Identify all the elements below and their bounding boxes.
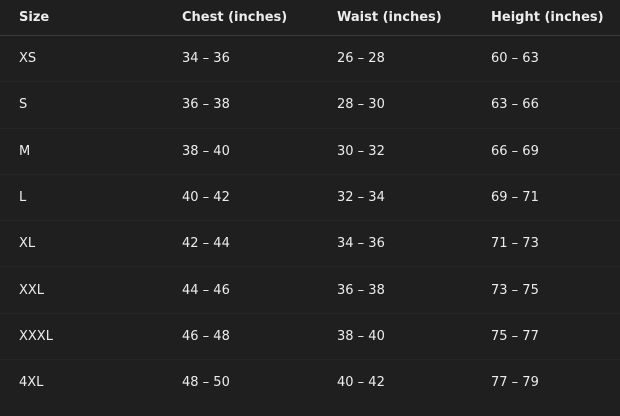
cell-waist: 32 – 34: [337, 174, 491, 222]
cell-chest: 34 – 36: [182, 35, 337, 83]
cell-chest: 46 – 48: [182, 313, 337, 361]
cell-waist: 28 – 30: [337, 81, 491, 129]
cell-chest: 36 – 38: [182, 81, 337, 129]
cell-size: XXL: [0, 266, 182, 314]
cell-chest: 48 – 50: [182, 375, 230, 391]
cell-chest: 38 – 40: [182, 128, 337, 175]
table-row: 4XL 48 – 50 40 – 42 77 – 79: [0, 360, 620, 406]
cell-height: 69 – 71: [491, 174, 620, 222]
cell-size: XS: [0, 35, 182, 83]
cell-height: 66 – 69: [491, 128, 620, 175]
cell-size: S: [0, 81, 182, 129]
cell-size: 4XL: [19, 375, 44, 391]
table-row: XS 34 – 36 26 – 28 60 – 63: [0, 35, 620, 83]
cell-chest: 40 – 42: [182, 174, 337, 222]
cell-waist: 26 – 28: [337, 35, 491, 83]
cell-height: 63 – 66: [491, 81, 620, 129]
table-row: M 38 – 40 30 – 32 66 – 69: [0, 128, 620, 175]
cell-waist: 30 – 32: [337, 128, 491, 175]
header-waist: Waist (inches): [337, 0, 491, 36]
cell-height: 75 – 77: [491, 313, 620, 361]
cell-waist: 40 – 42: [337, 375, 385, 391]
header-chest: Chest (inches): [182, 0, 337, 36]
cell-size: XXXL: [0, 313, 182, 361]
cell-waist: 38 – 40: [337, 313, 491, 361]
cell-height: 77 – 79: [491, 375, 539, 391]
cell-waist: 36 – 38: [337, 266, 491, 314]
cell-height: 71 – 73: [491, 220, 620, 268]
header-row: Size Chest (inches) Waist (inches) Heigh…: [0, 0, 620, 36]
table-row: S 36 – 38 28 – 30 63 – 66: [0, 81, 620, 129]
table-row: XXL 44 – 46 36 – 38 73 – 75: [0, 266, 620, 314]
cell-size: L: [0, 174, 182, 222]
header-size: Size: [0, 0, 182, 36]
size-chart-table: Size Chest (inches) Waist (inches) Heigh…: [0, 0, 620, 406]
cell-waist: 34 – 36: [337, 220, 491, 268]
cell-height: 73 – 75: [491, 266, 620, 314]
table-row: XL 42 – 44 34 – 36 71 – 73: [0, 220, 620, 268]
cell-size: M: [0, 128, 182, 175]
table-row: L 40 – 42 32 – 34 69 – 71: [0, 174, 620, 222]
cell-size: XL: [0, 220, 182, 268]
header-height: Height (inches): [491, 0, 620, 36]
cell-height: 60 – 63: [491, 35, 620, 83]
cell-chest: 42 – 44: [182, 220, 337, 268]
cell-chest: 44 – 46: [182, 266, 337, 314]
table-row: XXXL 46 – 48 38 – 40 75 – 77: [0, 313, 620, 361]
